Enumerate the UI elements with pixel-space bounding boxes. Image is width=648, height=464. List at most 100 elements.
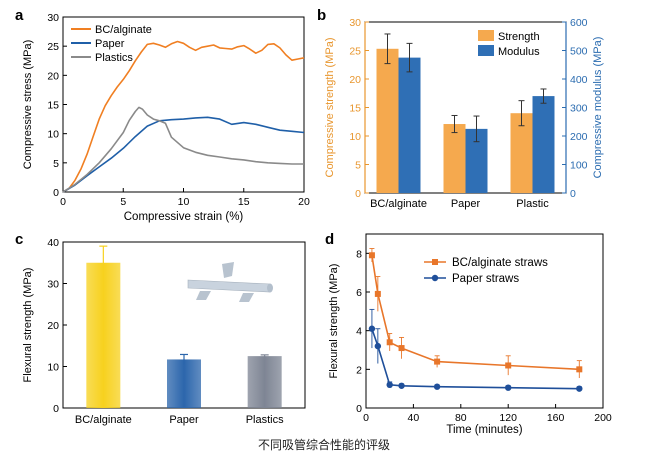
- bar-strength: [443, 124, 466, 193]
- y-tick-label: 5: [355, 160, 361, 172]
- series-line-bc-alginate: [62, 40, 305, 193]
- y-tick-label: 6: [356, 287, 362, 299]
- legend-swatch: [478, 30, 494, 41]
- y-tick-label: 30: [349, 17, 361, 29]
- y-tick-label: 20: [349, 74, 361, 86]
- x-tick-label: Plastic: [516, 198, 549, 210]
- y-right-tick-label: 300: [570, 103, 588, 115]
- bar: [247, 356, 282, 408]
- x-tick-label: Paper: [451, 198, 481, 210]
- data-point: [398, 382, 405, 389]
- chart-panel-c: 0 10 20 30 40 BC/alginate Paper Plastics Flexura…: [15, 231, 306, 426]
- legend-marker: [431, 274, 439, 282]
- y-tick-label: 10: [349, 131, 361, 143]
- y-right-tick-label: 200: [570, 131, 588, 143]
- y-right-axis-label: Compressive modulus (MPa): [592, 37, 604, 179]
- legend-label: BC/alginate straws: [452, 257, 548, 269]
- x-tick-label: 120: [499, 412, 517, 424]
- y-tick-label: 10: [47, 129, 59, 141]
- bar-modulus: [465, 128, 488, 193]
- panel-label: c: [15, 231, 23, 248]
- straw-end: [267, 283, 273, 293]
- chart-panel-b: 0510152025300100200300400500600BC/algina…: [317, 7, 604, 210]
- support-pin-right: [239, 293, 254, 302]
- y-tick-label: 40: [47, 237, 59, 249]
- load-pin: [222, 262, 234, 278]
- panel-label: d: [325, 231, 334, 248]
- bar-modulus: [532, 96, 555, 193]
- x-tick-label: 10: [178, 196, 190, 208]
- data-point: [386, 339, 393, 346]
- x-tick-label: 20: [298, 196, 310, 208]
- y-axis-label: Compressive strength (MPa): [324, 38, 336, 178]
- x-tick-label: BC/alginate: [370, 198, 427, 210]
- y-right-tick-label: 0: [570, 188, 576, 200]
- x-tick-label: 5: [120, 196, 126, 208]
- figure-caption: 不同吸管综合性能的评级: [257, 438, 390, 452]
- y-tick-label: 4: [356, 326, 362, 338]
- bar-strength: [376, 48, 399, 193]
- data-point: [368, 325, 376, 332]
- support-pin-left: [196, 291, 211, 300]
- legend-label: Modulus: [498, 46, 540, 58]
- y-tick-label: 30: [47, 279, 59, 291]
- data-point: [374, 290, 381, 297]
- data-point: [433, 383, 441, 390]
- series-line-paper: [62, 116, 305, 193]
- data-point: [374, 342, 382, 350]
- y-tick-label: 10: [47, 362, 59, 374]
- y-tick-label: 20: [47, 320, 59, 332]
- y-axis-label: Compressive stress (MPa): [22, 40, 34, 170]
- legend-label: Paper: [95, 38, 125, 50]
- y-tick-label: 15: [47, 100, 59, 112]
- x-tick-label: 0: [363, 412, 369, 424]
- y-tick-label: 0: [355, 188, 361, 200]
- legend-label: Strength: [498, 31, 540, 43]
- legend-marker: [432, 259, 438, 265]
- straw-body: [187, 279, 271, 293]
- straw-bending-illustration: [187, 262, 273, 302]
- x-tick-label: 80: [455, 412, 467, 424]
- data-point: [434, 358, 441, 365]
- y-tick-label: 30: [47, 12, 59, 24]
- series-line-plastics: [62, 106, 304, 193]
- data-point: [386, 381, 393, 388]
- y-tick-label: 25: [47, 41, 59, 53]
- y-tick-label: 0: [53, 187, 59, 199]
- bar: [167, 359, 201, 408]
- y-right-tick-label: 600: [570, 17, 588, 29]
- legend-label: Paper straws: [452, 273, 519, 285]
- panel-label: a: [15, 7, 24, 24]
- x-tick-label: 15: [238, 196, 250, 208]
- y-tick-label: 2: [356, 364, 362, 376]
- data-point: [398, 345, 405, 352]
- y-axis-label: Flexural strength (MPa): [22, 268, 34, 383]
- y-tick-label: 5: [53, 158, 59, 170]
- x-axis-label: Time (minutes): [446, 424, 522, 436]
- plot-frame: [365, 233, 604, 409]
- data-point: [505, 384, 512, 391]
- legend-label: BC/alginate: [95, 24, 152, 36]
- x-tick-label: Plastics: [246, 414, 284, 426]
- x-tick-label: 0: [60, 196, 66, 208]
- x-tick-label: 160: [547, 412, 565, 424]
- x-tick-label: 200: [594, 412, 612, 424]
- panel-label: b: [317, 7, 326, 24]
- legend-label: Plastics: [95, 52, 133, 64]
- data-point: [368, 252, 375, 259]
- x-axis-label: Compressive strain (%): [124, 211, 244, 223]
- x-tick-label: Paper: [169, 414, 199, 426]
- data-point: [576, 385, 583, 392]
- data-point: [505, 362, 512, 369]
- y-right-tick-label: 400: [570, 74, 588, 86]
- y-right-tick-label: 500: [570, 46, 588, 58]
- bar-modulus: [398, 57, 421, 193]
- y-tick-label: 20: [47, 70, 59, 82]
- data-point: [576, 366, 583, 373]
- bar-strength: [510, 113, 533, 193]
- x-tick-label: 40: [408, 412, 420, 424]
- x-tick-label: BC/alginate: [75, 414, 132, 426]
- y-right-tick-label: 100: [570, 160, 588, 172]
